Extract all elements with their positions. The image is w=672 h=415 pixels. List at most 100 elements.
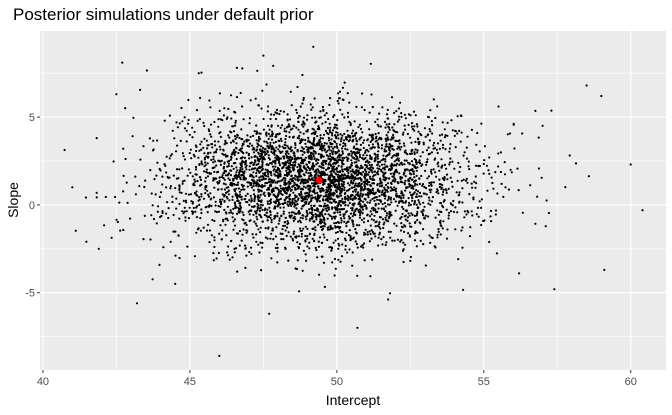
data-point [362,146,365,150]
data-point [199,184,202,187]
data-point [422,243,425,246]
data-point [422,209,425,212]
data-point [355,143,358,146]
data-point [245,138,248,141]
data-point [234,121,237,124]
data-point [331,134,334,137]
data-point [499,170,502,174]
data-point [276,246,279,249]
data-point [410,160,414,163]
data-point [359,187,363,190]
data-point [252,205,255,208]
data-point [379,200,382,203]
data-point [265,214,268,217]
data-point [426,177,429,180]
data-point [234,205,237,208]
data-point [371,146,374,149]
data-point [97,247,100,250]
data-point [396,195,399,198]
data-point [227,172,231,175]
data-point [391,180,394,183]
data-point [312,45,315,48]
data-point [324,173,327,176]
data-point [191,126,194,129]
data-point [365,170,368,173]
data-point [193,178,196,181]
data-point [196,119,199,122]
data-point [378,112,381,115]
data-point [330,138,333,141]
x-axis-title: Intercept [326,392,381,408]
data-point [284,138,287,141]
data-point [165,155,168,158]
data-point [429,109,432,112]
data-point [267,175,270,178]
data-point [200,211,203,215]
data-point [358,138,361,141]
data-point [305,118,309,121]
data-point [338,199,341,203]
data-point [387,195,390,198]
data-point [248,213,251,216]
data-point [437,192,440,195]
data-point [338,97,341,100]
data-point [232,125,235,128]
data-point [415,214,418,217]
data-point [261,146,264,149]
data-point [296,241,299,244]
data-point [374,225,377,228]
data-point [391,144,394,148]
data-point [258,189,262,192]
data-point [287,162,291,165]
data-point [367,219,370,223]
data-point [504,186,507,189]
data-point [376,157,379,160]
data-point [282,188,285,191]
data-point [272,64,275,67]
data-point [310,197,313,200]
data-point [262,172,265,175]
data-point [397,107,400,110]
data-point [454,228,457,231]
data-point [402,131,405,134]
data-point [452,199,455,203]
data-point [349,170,352,173]
data-point [312,179,315,182]
data-point [403,183,406,186]
data-point [439,233,442,236]
data-point [206,189,209,192]
data-point [304,138,307,142]
data-point [455,191,458,194]
data-point [422,143,425,146]
data-point [302,249,305,252]
data-point [457,258,460,261]
data-point [366,183,369,186]
data-point [198,149,201,152]
data-point [292,232,295,235]
data-point [244,244,247,247]
data-point [309,154,312,157]
data-point [370,207,373,210]
data-point [244,160,247,163]
data-point [333,181,336,184]
data-point [178,188,181,191]
data-point [282,212,285,215]
data-point [302,182,305,185]
chart-title: Posterior simulations under default prio… [13,5,314,24]
data-point [388,213,391,216]
data-point [219,224,222,227]
data-point [387,126,391,129]
data-point [425,163,428,166]
data-point [516,167,519,170]
data-point [236,232,240,235]
data-point [305,191,308,194]
data-point [226,205,229,208]
data-point [284,163,287,166]
data-point [306,235,309,238]
data-point [264,182,267,185]
data-point [282,238,285,241]
data-point [380,193,383,196]
data-point [310,152,313,155]
data-point [257,162,260,166]
data-point [272,141,275,144]
